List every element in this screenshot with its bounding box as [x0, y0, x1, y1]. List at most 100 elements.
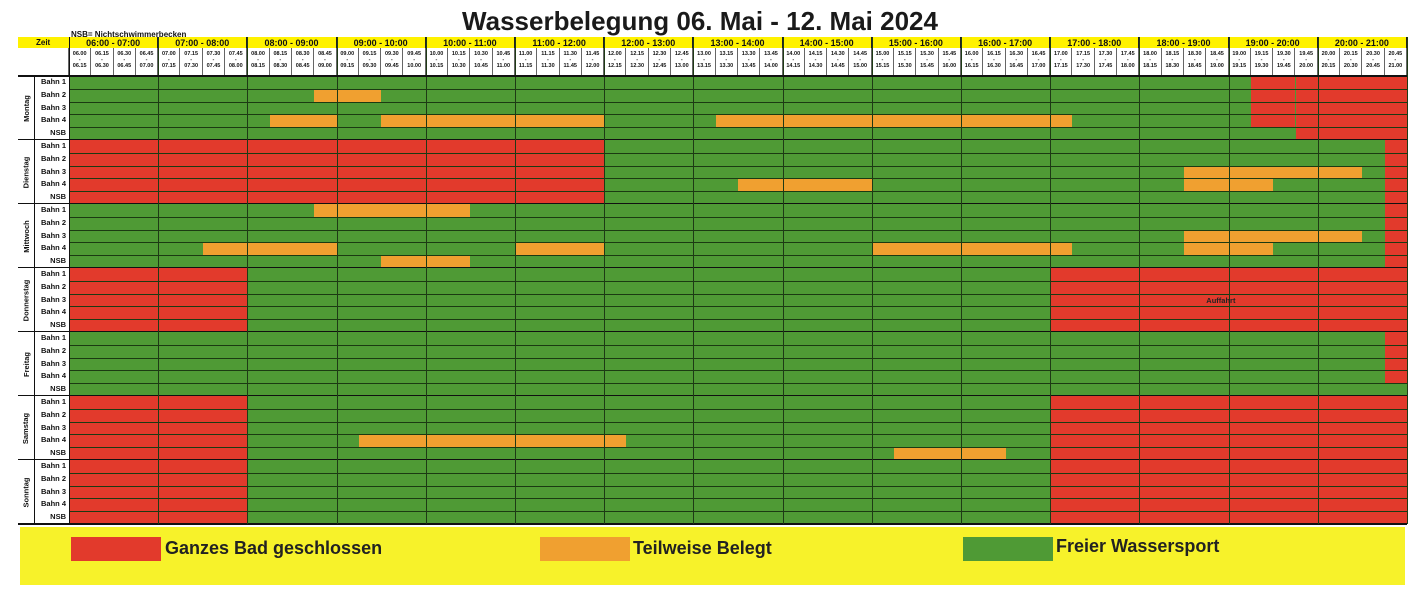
- lane-label: Bahn 2: [34, 216, 69, 230]
- lane-divider: [69, 421, 1407, 423]
- day-label: Donnerstag: [18, 268, 34, 332]
- hour-divider: [782, 37, 784, 524]
- hour-header: 07:00 - 08:00: [158, 37, 248, 48]
- lane-divider: [69, 255, 1407, 257]
- block-partial: [314, 88, 382, 102]
- slot-header: 10.15-10.30: [448, 48, 471, 76]
- hour-header: 16:00 - 17:00: [961, 37, 1051, 48]
- block-closed: [1050, 268, 1407, 332]
- lane-label: Bahn 4: [34, 242, 69, 256]
- lane-label: Bahn 4: [34, 114, 69, 128]
- slot-header: 08.30-08.45: [292, 48, 315, 76]
- slot-header: 09.00-09.15: [336, 48, 359, 76]
- hour-divider: [425, 37, 427, 524]
- slot-header: 07.15-07.30: [180, 48, 203, 76]
- slot-header: 09.45-10.00: [403, 48, 426, 76]
- lane-divider: [69, 114, 1407, 116]
- slot-header: 07.00-07.15: [158, 48, 181, 76]
- lane-label: Bahn 4: [34, 306, 69, 320]
- lane-divider: [69, 293, 1407, 295]
- lane-divider: [69, 498, 1407, 500]
- slot-header: 08.45-09.00: [314, 48, 337, 76]
- block-closed: [1050, 460, 1407, 524]
- slot-header: 10.00-10.15: [425, 48, 449, 76]
- day-label: Mittwoch: [18, 204, 34, 268]
- block-closed: [1384, 140, 1407, 204]
- hour-divider: [158, 37, 160, 524]
- slot-header: 19.30-19.45: [1273, 48, 1296, 76]
- lane-label: Bahn 3: [34, 357, 69, 371]
- lane-label: NSB: [34, 447, 69, 460]
- lane-divider: [69, 357, 1407, 359]
- hour-divider: [1317, 37, 1319, 524]
- day-label: Freitag: [18, 332, 34, 396]
- slot-header: 13.00-13.15: [693, 48, 716, 76]
- block-partial: [515, 242, 605, 256]
- slot-header: 16.00-16.15: [961, 48, 984, 76]
- slot-header: 06.00-06.15: [69, 48, 92, 76]
- lane-label: Bahn 3: [34, 165, 69, 179]
- slot-header: 13.15-13.30: [715, 48, 738, 76]
- lane-divider: [69, 152, 1407, 154]
- hour-divider: [1407, 37, 1408, 524]
- legend: Ganzes Bad geschlossen Teilweise Belegt …: [20, 527, 1405, 585]
- lane-divider: [69, 280, 1407, 282]
- slot-header: 17.15-17.30: [1072, 48, 1095, 76]
- lane-divider: [69, 88, 1407, 90]
- auffahrt-label: Auffahrt: [1206, 295, 1236, 305]
- lane-label: NSB: [34, 383, 69, 396]
- lane-divider: [69, 229, 1407, 231]
- block-partial: [871, 242, 1073, 256]
- lane-column-divider: [69, 37, 70, 524]
- hour-header: 12:00 - 13:00: [604, 37, 694, 48]
- lane-label: Bahn 2: [34, 472, 69, 486]
- schedule-grid: Zeit 06:00 - 07:00 07:00 - 08:00 08:00 - 09…: [18, 37, 1408, 525]
- hour-header: 11:00 - 12:00: [515, 37, 605, 48]
- slot-header: 12.45-13.00: [671, 48, 694, 76]
- page-title: Wasserbelegung 06. Mai - 12. Mai 2024: [462, 6, 938, 36]
- slot-header: 08.00-08.15: [247, 48, 270, 76]
- lane-label: Bahn 4: [34, 434, 69, 448]
- slot-header: 20.15-20.30: [1340, 48, 1363, 76]
- slot-header-blank: [18, 48, 69, 76]
- lane-label: Bahn 3: [34, 421, 69, 435]
- slot-header: 17.45-18.00: [1117, 48, 1140, 76]
- slot-header: 14.00-14.15: [782, 48, 805, 76]
- slot-header: 07.30-07.45: [202, 48, 226, 76]
- slot-header: 20.45-21.00: [1384, 48, 1407, 76]
- block-partial: [425, 114, 605, 128]
- lane-divider: [69, 165, 1407, 167]
- lane-divider: [69, 472, 1407, 474]
- lane-divider: [69, 408, 1407, 410]
- slot-header: 10.45-11.00: [492, 48, 515, 76]
- block-closed: [1384, 204, 1407, 268]
- block-partial: [1184, 229, 1363, 243]
- lane-label: Bahn 3: [34, 101, 69, 115]
- block-partial: [314, 204, 471, 217]
- hour-divider: [336, 37, 338, 524]
- slot-header: 09.15-09.30: [358, 48, 382, 76]
- legend-swatch-free: [963, 537, 1053, 561]
- block-partial: [738, 178, 872, 192]
- slot-header: 06.45-07.00: [135, 48, 159, 76]
- hour-divider: [1139, 37, 1141, 524]
- hour-header: 13:00 - 14:00: [693, 37, 783, 48]
- slot-header: 07.45-08.00: [225, 48, 248, 76]
- zeit-header: Zeit: [18, 37, 69, 48]
- slot-header: 14.30-14.45: [827, 48, 850, 76]
- block-partial: [894, 447, 1006, 460]
- lane-label: Bahn 1: [34, 140, 69, 153]
- lane-divider: [69, 370, 1407, 372]
- block-partial: [269, 114, 337, 128]
- slot-header: 15.45-16.00: [938, 48, 961, 76]
- lane-label: Bahn 3: [34, 293, 69, 307]
- block-partial: [381, 255, 471, 268]
- slot-header: 12.00-12.15: [604, 48, 627, 76]
- lane-divider: [69, 319, 1407, 321]
- lane-divider: [69, 216, 1407, 218]
- slot-header: 10.30-10.45: [470, 48, 493, 76]
- day-label: Samstag: [18, 396, 34, 460]
- slot-header: 18.00-18.15: [1139, 48, 1162, 76]
- lane-label: Bahn 2: [34, 408, 69, 422]
- lane-divider: [69, 191, 1407, 193]
